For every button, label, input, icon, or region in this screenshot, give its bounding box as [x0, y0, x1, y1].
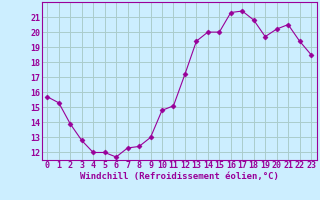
X-axis label: Windchill (Refroidissement éolien,°C): Windchill (Refroidissement éolien,°C)	[80, 172, 279, 181]
